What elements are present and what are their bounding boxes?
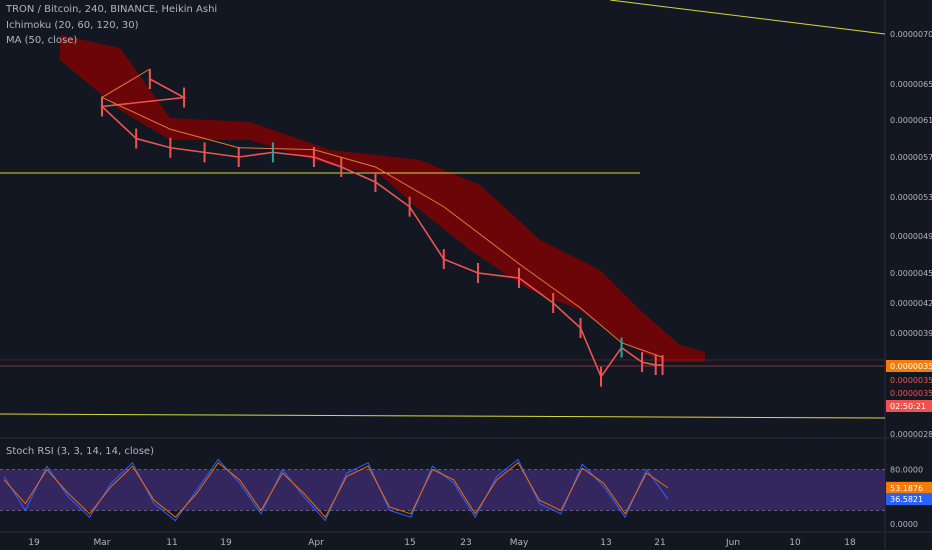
x-tick-label: 10 [789,538,801,548]
x-tick-label: 15 [404,538,415,548]
x-tick-label: 18 [844,538,856,548]
ichimoku-legend[interactable]: Ichimoku (20, 60, 120, 30) [6,20,139,31]
stoch-rsi-legend[interactable]: Stoch RSI (3, 3, 14, 14, close) [6,446,154,457]
price-badge-label: 0.00000357 [890,362,932,371]
x-tick-label: 21 [654,538,665,548]
rsi-badge-d-bg [886,481,932,494]
price-tick-label: 0.00000286 [890,430,932,439]
rsi-badge-d-label: 53.1876 [890,484,923,493]
x-tick-label: 13 [600,538,611,548]
x-tick-label: Apr [308,538,324,548]
price-badge-label: 02:50:21 [890,402,926,411]
x-tick-label: Jun [725,538,740,548]
price-badge-bg [886,374,932,386]
rsi-badge-k-bg [886,493,932,506]
rsi-tick-label: 80.0000 [890,466,923,475]
price-badge-bg [886,400,932,412]
ma-legend[interactable]: MA (50, close) [6,35,78,46]
x-tick-label: Mar [94,538,111,548]
symbol-title: TRON / Bitcoin, 240, BINANCE, Heikin Ash… [6,4,218,15]
rsi-band [0,469,885,511]
ma-series-line [100,68,663,358]
trendline-top [609,0,886,35]
price-badge-label: 0.00000354 [890,389,932,398]
price-series-line [100,78,663,379]
trendline-bottom [0,413,886,419]
x-tick-label: 23 [460,538,471,548]
rsi-d-line [3,462,669,519]
price-badge-label: 0.00000355 [890,376,932,385]
price-badge-bg [886,360,932,372]
price-badge-bg [886,387,932,399]
x-tick-label: 19 [28,538,40,548]
x-tick-label: 19 [220,538,232,548]
x-tick-label: May [510,538,529,548]
x-tick-label: 11 [166,538,177,548]
rsi-tick-label: 0.0000 [890,520,918,529]
rsi-badge-k-label: 36.5821 [890,495,923,504]
ichimoku-cloud [60,35,705,362]
